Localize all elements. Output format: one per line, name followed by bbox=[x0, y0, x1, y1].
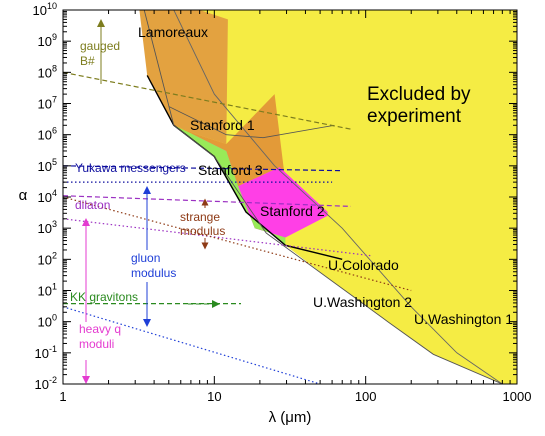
regions-layer bbox=[139, 10, 517, 384]
annotation-strange-modulus: strange modulus bbox=[180, 210, 225, 238]
label-excluded-by-experiment: Excluded by experiment bbox=[367, 84, 471, 127]
x-tick-label: 100 bbox=[355, 389, 377, 404]
annotation-yukawa-messengers: Yukawa messengers bbox=[75, 161, 186, 175]
theory-line-gluon-dotted bbox=[63, 306, 321, 384]
y-tick-label: 10-2 bbox=[35, 375, 57, 392]
y-tick-label: 101 bbox=[38, 282, 57, 299]
region-stanford-1 bbox=[173, 94, 286, 188]
y-tick-label: 10-1 bbox=[35, 344, 57, 361]
region-lamoreaux bbox=[139, 10, 228, 144]
annotation-kk-gravitons: KK gravitons bbox=[70, 290, 138, 304]
label-u-washington-2: U.Washington 2 bbox=[313, 294, 412, 310]
y-tick-label: 106 bbox=[38, 126, 57, 143]
region-excluded-by-experiment bbox=[144, 10, 517, 384]
y-tick-label: 108 bbox=[38, 63, 57, 80]
annotation-dilaton: dilaton bbox=[75, 198, 110, 212]
theory-line-gauged-b bbox=[63, 71, 352, 130]
x-tick-label: 1000 bbox=[503, 389, 532, 404]
curve-u-washington-1 bbox=[173, 10, 503, 384]
annotation-gauged-b: gauged B# bbox=[80, 39, 120, 68]
curve-u-colorado bbox=[146, 75, 343, 260]
label-u-washington-1: U.Washington 1 bbox=[414, 311, 513, 327]
x-tick-label: 10 bbox=[207, 389, 221, 404]
axis-ticks: 1 10 100 1000 10-2 10-1 100 101 102 103 104 105 106 1… bbox=[33, 1, 532, 404]
label-stanford-3: Stanford 3 bbox=[198, 162, 263, 178]
annotation-gluon-modulus: gluon modulus bbox=[131, 251, 176, 280]
y-tick-label: 109 bbox=[38, 32, 57, 49]
y-tick-label: 105 bbox=[38, 157, 57, 174]
curve-lamoreaux bbox=[168, 106, 335, 139]
label-stanford-2: Stanford 2 bbox=[260, 203, 325, 219]
curve-u-washington-2 bbox=[143, 10, 503, 384]
region-stanford-2 bbox=[235, 167, 328, 238]
chart-labels: Excluded by experiment Lamoreaux Stanford 1… bbox=[70, 19, 513, 384]
y-tick-label: 103 bbox=[38, 219, 57, 236]
curves-layer bbox=[143, 10, 503, 384]
label-lamoreaux: Lamoreaux bbox=[138, 24, 208, 40]
y-tick-label: 107 bbox=[38, 95, 57, 112]
y-tick-label: 104 bbox=[38, 188, 57, 205]
x-axis-title: λ (μm) bbox=[269, 409, 312, 426]
label-stanford-1: Stanford 1 bbox=[190, 117, 255, 133]
y-tick-label: 100 bbox=[38, 313, 57, 330]
y-tick-label: 1010 bbox=[33, 1, 57, 18]
theory-line-yukawa-messengers bbox=[63, 165, 343, 172]
x-tick-label: 1 bbox=[59, 389, 66, 404]
annotation-heavy-q-moduli: heavy q moduli bbox=[79, 322, 121, 351]
y-tick-label: 102 bbox=[38, 250, 57, 267]
plot-area bbox=[63, 10, 517, 384]
theory-line-strange-modulus bbox=[63, 196, 412, 292]
label-u-colorado: U.Colorado bbox=[328, 257, 399, 273]
y-axis-title: α bbox=[19, 187, 28, 204]
